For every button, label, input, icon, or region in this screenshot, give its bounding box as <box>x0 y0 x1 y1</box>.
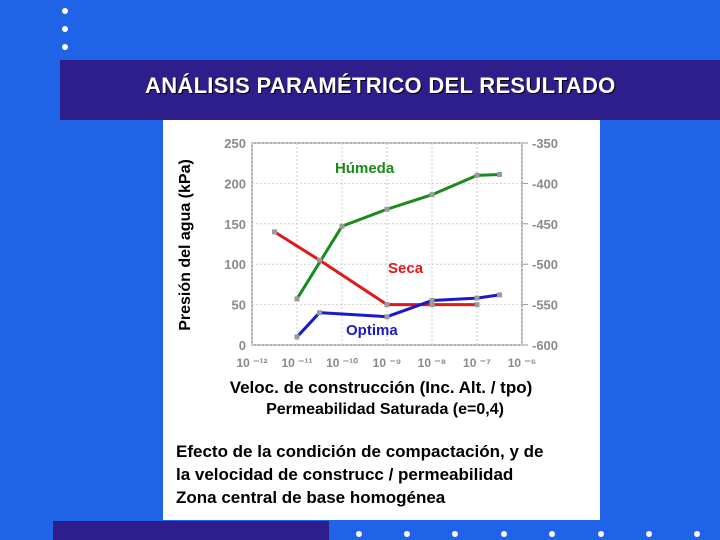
series-line-0 <box>295 173 500 300</box>
data-point <box>384 206 390 212</box>
data-point <box>384 302 390 308</box>
y-tick-label: 50 <box>232 298 246 313</box>
y2-tick-label: -500 <box>532 257 558 272</box>
y-tick-label: 200 <box>224 176 246 191</box>
data-point <box>339 223 345 229</box>
x-tick-label: 10 ⁻⁶ <box>508 356 537 370</box>
y2-tick-label: -350 <box>532 136 558 151</box>
x-tick-label: 10 ⁻¹¹ <box>281 356 312 370</box>
data-point <box>497 292 502 298</box>
series-line-1 <box>273 230 477 307</box>
series-label-humeda: Húmeda <box>335 160 395 177</box>
series-label-optima: Optima <box>346 322 398 339</box>
data-point <box>497 172 502 178</box>
y-tick-label: 250 <box>224 136 246 151</box>
data-point <box>294 334 300 340</box>
data-point <box>384 314 390 320</box>
data-point <box>474 172 480 178</box>
title-band <box>60 60 720 120</box>
x-tick-label: 10 ⁻¹⁰ <box>326 356 358 370</box>
data-point <box>474 302 480 308</box>
x-tick-label: 10 ⁻⁸ <box>418 356 447 370</box>
data-point <box>429 302 435 308</box>
data-point <box>474 295 480 301</box>
y-tick-label: 100 <box>224 257 246 272</box>
y2-tick-label: -550 <box>532 298 558 313</box>
data-point <box>429 298 435 304</box>
y-tick-label: 0 <box>239 338 246 353</box>
caption: Efecto de la condición de compactación, … <box>176 440 543 509</box>
caption-line-1: Efecto de la condición de compactación, … <box>176 442 544 461</box>
data-point <box>294 296 300 302</box>
series-line-2 <box>295 293 500 338</box>
y-tick-label: 150 <box>224 217 246 232</box>
chart-panel <box>163 120 600 520</box>
x-axis-label: Veloc. de construcción (Inc. Alt. / tpo) <box>230 378 533 397</box>
x-tick-label: 10 ⁻⁷ <box>463 356 491 370</box>
data-point <box>429 192 435 198</box>
x-axis-label-2: Permeabilidad Saturada (e=0,4) <box>266 401 504 418</box>
y2-tick-label: -400 <box>532 176 558 191</box>
y2-tick-label: -450 <box>532 217 558 232</box>
x-tick-label: 10 ⁻⁹ <box>373 356 402 370</box>
y2-tick-label: -600 <box>532 338 558 353</box>
data-point <box>272 229 277 235</box>
caption-line-3: Zona central de base homogénea <box>176 488 446 507</box>
bottom-band <box>53 521 329 540</box>
y-axis-label: Presión del agua (kPa) <box>177 159 194 331</box>
data-point <box>317 310 322 316</box>
x-tick-label: 10 ⁻¹² <box>236 356 267 370</box>
caption-line-2: la velocidad de construcc / permeabilida… <box>176 465 514 484</box>
series-label-seca: Seca <box>388 260 424 277</box>
data-point <box>317 257 322 263</box>
slide-title: ANÁLISIS PARAMÉTRICO DEL RESULTADO <box>145 73 616 98</box>
